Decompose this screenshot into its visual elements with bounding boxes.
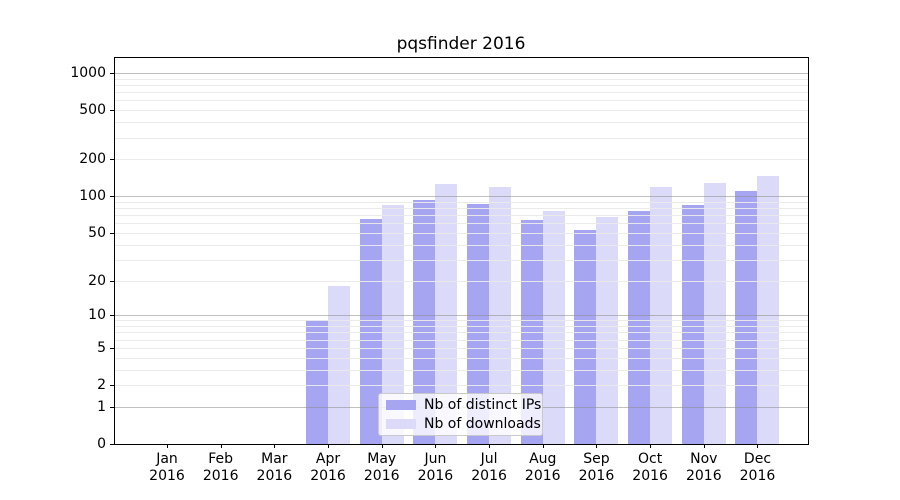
y-tick-label: 50: [88, 224, 106, 241]
y-tick-label: 200: [79, 151, 106, 168]
y-tick-mark: [110, 232, 114, 234]
bar-distinct-ips-jul: [467, 203, 490, 444]
y-tick-mark: [110, 196, 114, 198]
x-tick-mark: [596, 444, 598, 448]
y-tick-mark: [110, 385, 114, 386]
minor-gridline: [114, 385, 808, 386]
minor-gridline: [114, 244, 808, 246]
y-tick-label: 1: [97, 398, 106, 415]
bar-distinct-ips-nov: [681, 205, 704, 444]
bar-downloads-apr: [328, 285, 351, 444]
minor-gridline: [114, 223, 808, 225]
chart-title: pqsfinder 2016: [396, 34, 526, 54]
y-tick-mark: [110, 159, 114, 161]
x-tick-mark: [167, 444, 168, 448]
major-gridline: [114, 196, 808, 198]
minor-gridline: [114, 280, 808, 282]
x-tick-mark: [381, 444, 383, 448]
x-tick-mark: [650, 444, 652, 448]
bar-distinct-ips-may: [359, 219, 382, 444]
y-tick-label: 5: [97, 339, 106, 356]
y-tick-mark: [110, 406, 114, 408]
bar-downloads-nov: [703, 183, 726, 444]
y-tick-mark: [110, 110, 114, 112]
minor-gridline: [114, 137, 808, 139]
y-tick-label: 500: [79, 102, 106, 119]
x-tick-mark: [328, 444, 330, 448]
minor-gridline: [114, 100, 808, 102]
major-gridline: [114, 73, 808, 74]
x-tick-label: Jun 2016: [417, 451, 454, 484]
x-tick-label: Oct 2016: [632, 451, 668, 484]
legend-entry-downloads: Nb of downloads: [386, 416, 541, 433]
x-tick-label: Jan 2016: [149, 451, 185, 484]
x-tick-mark: [757, 444, 759, 448]
minor-gridline: [114, 357, 808, 359]
x-tick-label: Aug 2016: [524, 451, 561, 484]
x-tick-mark: [435, 444, 437, 448]
x-tick-label: Feb 2016: [202, 451, 239, 484]
legend-swatch-downloads: [386, 418, 416, 429]
minor-gridline: [114, 332, 808, 334]
x-tick-label: Apr 2016: [310, 451, 346, 484]
x-tick-label: Dec 2016: [739, 451, 776, 484]
x-tick-mark: [542, 444, 544, 448]
legend-label-distinct-ips: Nb of distinct IPs: [424, 397, 542, 414]
major-gridline: [114, 315, 808, 317]
minor-gridline: [114, 159, 808, 161]
x-tick-label: May 2016: [363, 451, 400, 484]
minor-gridline: [114, 259, 808, 261]
y-tick-mark: [110, 73, 114, 74]
minor-gridline: [114, 320, 808, 322]
bar-distinct-ips-oct: [628, 211, 651, 444]
minor-gridline: [114, 369, 808, 371]
bar-downloads-jun: [435, 183, 458, 444]
bar-downloads-may: [381, 205, 404, 444]
legend: Nb of distinct IPs Nb of downloads: [378, 393, 543, 436]
legend-swatch-distinct-ips: [386, 400, 416, 411]
bar-distinct-ips-jun: [413, 200, 436, 444]
legend-label-downloads: Nb of downloads: [424, 415, 541, 432]
x-tick-mark: [274, 444, 276, 448]
x-tick-label: Jul 2016: [471, 451, 507, 484]
y-tick-label: 2: [97, 377, 106, 393]
x-tick-mark: [220, 444, 222, 448]
minor-gridline: [114, 232, 808, 234]
minor-gridline: [114, 215, 808, 217]
y-tick-label: 10: [88, 307, 106, 324]
minor-gridline: [114, 122, 808, 124]
minor-gridline: [114, 208, 808, 210]
minor-gridline: [114, 201, 808, 203]
minor-gridline: [114, 339, 808, 341]
minor-gridline: [114, 78, 808, 80]
x-tick-mark: [489, 444, 491, 448]
bar-downloads-dec: [757, 176, 780, 444]
x-tick-label: Nov 2016: [685, 451, 722, 484]
bar-distinct-ips-dec: [735, 191, 758, 444]
x-tick-label: Mar 2016: [256, 451, 293, 484]
legend-entry-distinct-ips: Nb of distinct IPs: [386, 397, 541, 414]
bar-distinct-ips-sep: [574, 229, 597, 444]
y-tick-label: 20: [88, 272, 106, 289]
y-tick-mark: [110, 444, 114, 445]
y-tick-mark: [110, 315, 114, 317]
y-tick-label: 100: [79, 188, 106, 205]
x-tick-label: Sep 2016: [578, 451, 615, 484]
bar-distinct-ips-apr: [306, 320, 329, 444]
y-tick-label: 1000: [70, 65, 106, 81]
minor-gridline: [114, 110, 808, 112]
minor-gridline: [114, 92, 808, 94]
minor-gridline: [114, 84, 808, 86]
bar-downloads-aug: [542, 210, 565, 444]
y-tick-mark: [110, 280, 114, 282]
bar-downloads-sep: [596, 217, 619, 444]
minor-gridline: [114, 347, 808, 349]
x-tick-mark: [703, 444, 705, 448]
y-tick-mark: [110, 347, 114, 349]
bar-distinct-ips-aug: [520, 219, 543, 444]
y-tick-label: 0: [97, 436, 106, 452]
minor-gridline: [114, 326, 808, 327]
